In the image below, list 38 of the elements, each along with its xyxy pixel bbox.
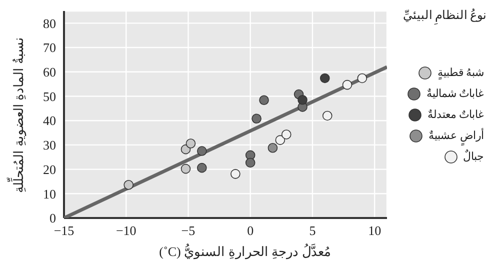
y-tick-label: 50 xyxy=(43,88,56,104)
point xyxy=(245,158,256,168)
point xyxy=(252,114,262,124)
point xyxy=(196,162,207,173)
y-tick-label: 30 xyxy=(43,138,56,153)
point xyxy=(342,80,352,90)
point xyxy=(196,146,207,156)
y-tick-label: 70 xyxy=(43,40,56,56)
legend-label: غاباتٌ معتدلةٌ xyxy=(427,108,484,121)
point xyxy=(322,110,332,121)
y-tick-label: 60 xyxy=(43,64,56,80)
point xyxy=(124,180,134,190)
point xyxy=(298,94,308,105)
point xyxy=(281,130,292,140)
point xyxy=(259,95,269,106)
legend-label: شبهُ قطبيةٍ xyxy=(437,66,484,79)
legend-title: نوعُ النظامِ البيئيِّ xyxy=(402,8,486,23)
y-tick-label: 40 xyxy=(43,113,56,128)
point xyxy=(275,135,286,145)
legend-label: غاباتٌ شماليةٌ xyxy=(426,87,484,100)
x-tick-label: −15 xyxy=(54,223,74,238)
y-tick-label: 80 xyxy=(43,16,56,31)
x-tick-label: 10 xyxy=(368,223,382,238)
x-axis-title: مُعدَّلُ درجةِ الحرارةِ السنويُّ (C˚) xyxy=(158,244,332,260)
point xyxy=(268,142,278,153)
legend-label: جبالٌ xyxy=(463,150,484,163)
point xyxy=(357,73,368,84)
point xyxy=(320,73,330,84)
x-tick-label: 0 xyxy=(247,223,254,238)
y-tick-label: 20 xyxy=(43,162,56,177)
x-tick-label: 5 xyxy=(309,223,316,238)
x-tick-label: −5 xyxy=(181,223,196,238)
x-tick-label: −10 xyxy=(116,223,136,238)
y-tick-label: 0 xyxy=(50,210,56,226)
point xyxy=(230,169,240,179)
point xyxy=(180,164,191,174)
point xyxy=(186,138,196,148)
y-tick-label: 10 xyxy=(43,186,56,202)
